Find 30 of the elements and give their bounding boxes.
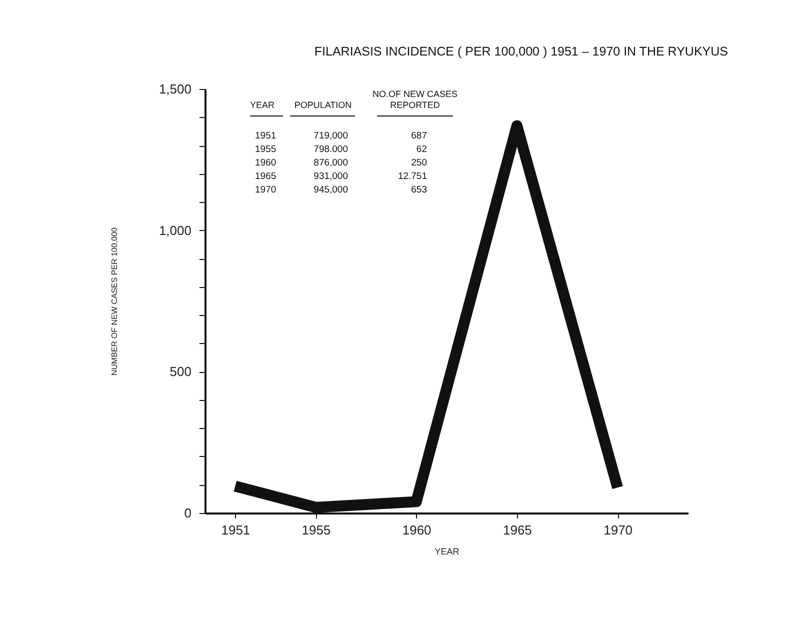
x-tick-label: 1960 xyxy=(402,522,432,538)
annotation: 1951 xyxy=(255,130,276,142)
annotation: 1970 xyxy=(255,184,276,196)
chart-title: FILARIASIS INCIDENCE ( PER 100,000 ) 1951 – 1970 IN THE RYUKYUS xyxy=(314,44,728,58)
annotation: POPULATION xyxy=(294,100,352,110)
annotation: 876,000 xyxy=(314,158,348,168)
annotation: 1955 xyxy=(255,144,276,155)
annotation: 945,000 xyxy=(314,184,348,196)
y-axis-title: NUMBER OF NEW CASES PER 100,000 xyxy=(110,226,119,376)
annotation: 687 xyxy=(411,130,427,142)
annotation: 250 xyxy=(411,158,427,168)
x-tick-label: 1951 xyxy=(221,522,250,538)
annotation: 62 xyxy=(416,144,427,155)
annotation: 653 xyxy=(411,184,427,196)
y-tick-label: 0 xyxy=(184,506,192,520)
annotation: NO.OF NEW CASES REPORTED xyxy=(372,89,458,110)
y-tick-label: 1,500 xyxy=(158,82,192,96)
x-tick-label: 1970 xyxy=(604,522,633,538)
annotation: YEAR xyxy=(250,100,276,110)
annotation: 719,000 xyxy=(314,130,348,142)
x-axis-title: YEAR xyxy=(434,546,460,556)
annotation: 1960 xyxy=(255,158,276,168)
y-tick-label: 1,000 xyxy=(158,222,192,238)
annotation: 931,000 xyxy=(314,171,348,182)
annotation: 798.000 xyxy=(314,144,348,155)
y-tick-label: 500 xyxy=(170,364,192,380)
annotation: 12.751 xyxy=(398,171,427,182)
annotation: 1965 xyxy=(255,171,276,182)
x-tick-label: 1955 xyxy=(302,522,331,538)
x-tick-label: 1965 xyxy=(502,522,532,538)
